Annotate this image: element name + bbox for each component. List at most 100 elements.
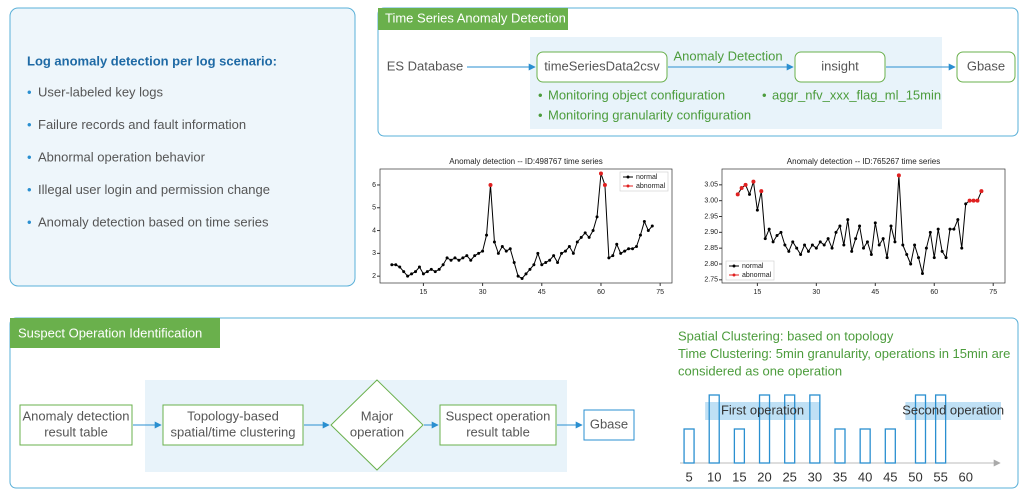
point xyxy=(799,253,803,256)
point xyxy=(893,240,897,244)
point xyxy=(457,258,461,262)
note: Monitoring object configuration xyxy=(548,87,725,102)
point xyxy=(485,233,489,237)
point xyxy=(743,182,748,187)
point xyxy=(587,235,591,239)
bar xyxy=(884,428,896,464)
point xyxy=(869,253,873,256)
y-tick-label: 4 xyxy=(372,227,376,234)
x-tick-label: 45 xyxy=(883,469,897,484)
x-tick-label: 60 xyxy=(959,469,973,484)
point xyxy=(512,260,516,264)
y-tick-label: 2.85 xyxy=(704,245,718,252)
point xyxy=(979,189,984,194)
point xyxy=(595,215,599,219)
node xyxy=(794,51,886,83)
point xyxy=(623,249,627,253)
point xyxy=(410,272,414,276)
legend-label: normal xyxy=(742,263,764,270)
y-tick-label: 2.80 xyxy=(704,261,718,268)
point xyxy=(524,272,528,276)
node-label: insight xyxy=(821,58,859,73)
x-tick-label: 25 xyxy=(782,469,796,484)
legend-swatch xyxy=(626,184,630,188)
list-item: Failure records and fault information xyxy=(38,117,246,132)
point xyxy=(567,245,571,249)
point xyxy=(642,219,646,223)
point xyxy=(967,198,972,203)
point xyxy=(611,254,615,258)
point xyxy=(917,256,921,260)
point xyxy=(889,224,893,228)
note: aggr_nfv_xxx_flag_ml_15min xyxy=(772,87,941,102)
point xyxy=(571,251,575,255)
x-tick-label: 55 xyxy=(933,469,947,484)
point xyxy=(810,243,814,247)
node-label: ES Database xyxy=(387,58,464,73)
node xyxy=(439,404,557,446)
node-label: Anomaly detection xyxy=(23,408,130,423)
point xyxy=(877,243,881,247)
x-tick-label: 60 xyxy=(930,289,938,296)
node-label: Gbase xyxy=(967,58,1005,73)
chart-title: Anomaly detection -- ID:765267 time seri… xyxy=(787,157,940,166)
y-tick-label: 5 xyxy=(372,205,376,212)
point xyxy=(791,240,795,244)
point xyxy=(975,198,980,203)
y-tick-label: 2.90 xyxy=(704,229,718,236)
point xyxy=(488,182,493,187)
bar xyxy=(859,428,871,464)
bullet: • xyxy=(27,214,32,229)
point xyxy=(952,227,956,231)
legend-label: normal xyxy=(636,174,658,181)
point xyxy=(469,258,473,262)
operation-band xyxy=(705,402,820,420)
point xyxy=(500,245,504,249)
list-item: Anomaly detection based on time series xyxy=(38,214,269,229)
point xyxy=(787,249,791,253)
note: Spatial Clustering: based on topology xyxy=(678,328,894,343)
point xyxy=(940,249,944,253)
point xyxy=(563,249,567,253)
x-tick-label: 15 xyxy=(753,289,761,296)
node xyxy=(956,51,1016,83)
point xyxy=(548,258,552,262)
point xyxy=(528,267,532,271)
point xyxy=(779,230,783,234)
point xyxy=(932,256,936,260)
x-tick-label: 60 xyxy=(597,289,605,296)
point xyxy=(552,254,556,258)
point xyxy=(449,258,453,262)
x-tick-label: 75 xyxy=(989,289,997,296)
x-tick-label: 45 xyxy=(538,289,546,296)
note: considered as one operation xyxy=(678,363,842,378)
point xyxy=(477,251,481,255)
point xyxy=(402,270,406,274)
series-line xyxy=(391,173,653,280)
point xyxy=(516,274,520,278)
x-tick-label: 20 xyxy=(757,469,771,484)
point xyxy=(905,253,909,256)
point xyxy=(536,251,540,255)
y-tick-label: 3 xyxy=(372,250,376,257)
y-tick-label: 2.75 xyxy=(704,277,718,284)
legend-swatch xyxy=(732,273,736,277)
node-label: spatial/time clustering xyxy=(171,424,296,439)
point xyxy=(508,247,512,251)
point xyxy=(771,240,775,244)
note: Monitoring granularity configuration xyxy=(548,107,751,122)
panel-tab xyxy=(10,318,220,348)
point xyxy=(492,240,496,244)
plot-frame xyxy=(721,168,1006,284)
legend-label: abnormal xyxy=(742,272,772,279)
point xyxy=(615,242,619,246)
node-label: result table xyxy=(466,424,530,439)
list-item: Illegal user login and permission change xyxy=(38,182,270,197)
bar xyxy=(914,394,927,464)
node xyxy=(19,404,133,446)
node xyxy=(162,404,304,446)
plot-frame xyxy=(379,168,673,284)
node-label: Topology-based xyxy=(187,408,279,423)
point xyxy=(425,270,429,274)
